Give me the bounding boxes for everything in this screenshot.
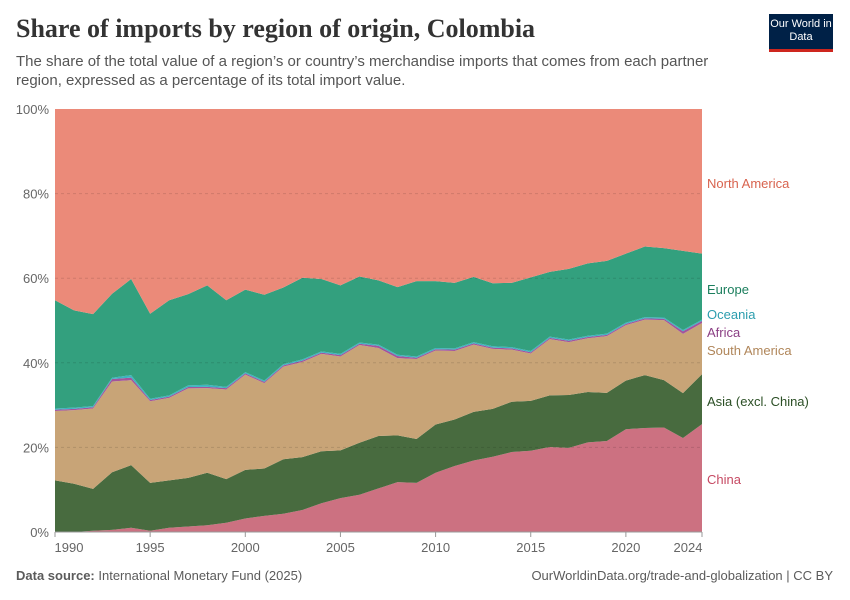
area-north-america [55,109,702,315]
y-tick-label: 0% [30,525,49,540]
y-tick-label: 20% [23,440,49,455]
x-tick-label: 1995 [136,540,165,555]
y-tick-label: 100% [16,102,50,117]
y-tick-label: 80% [23,187,49,202]
y-tick-label: 60% [23,271,49,286]
series-label: Africa [707,325,741,340]
series-label: Asia (excl. China) [707,394,809,409]
x-tick-label: 2010 [421,540,450,555]
x-tick-label: 2015 [516,540,545,555]
data-source: Data source: International Monetary Fund… [16,568,302,583]
x-tick-label: 2020 [611,540,640,555]
x-tick-label: 2024 [674,540,703,555]
series-label: South America [707,343,792,358]
area-south-america [55,319,702,489]
source-text[interactable]: International Monetary Fund (2025) [98,568,303,583]
footer-url[interactable]: OurWorldinData.org/trade-and-globalizati… [531,568,833,583]
chart-subtitle: The share of the total value of a region… [16,53,709,89]
area-africa [55,318,702,412]
owid-logo[interactable]: Our World in Data [769,14,833,52]
x-tick-label: 2005 [326,540,355,555]
chart-title: Share of imports by region of origin, Co… [16,14,536,43]
x-tick-label: 2000 [231,540,260,555]
y-tick-label: 40% [23,356,49,371]
area-oceania [55,317,702,410]
series-label: Europe [707,282,749,297]
series-label: North America [707,176,790,191]
x-tick-label: 1990 [55,540,84,555]
area-europe [55,246,702,409]
source-label: Data source: [16,568,95,583]
area-asia-excl-china- [55,374,702,532]
series-label: China [707,472,742,487]
area-china [55,424,702,532]
series-label: Oceania [707,307,756,322]
